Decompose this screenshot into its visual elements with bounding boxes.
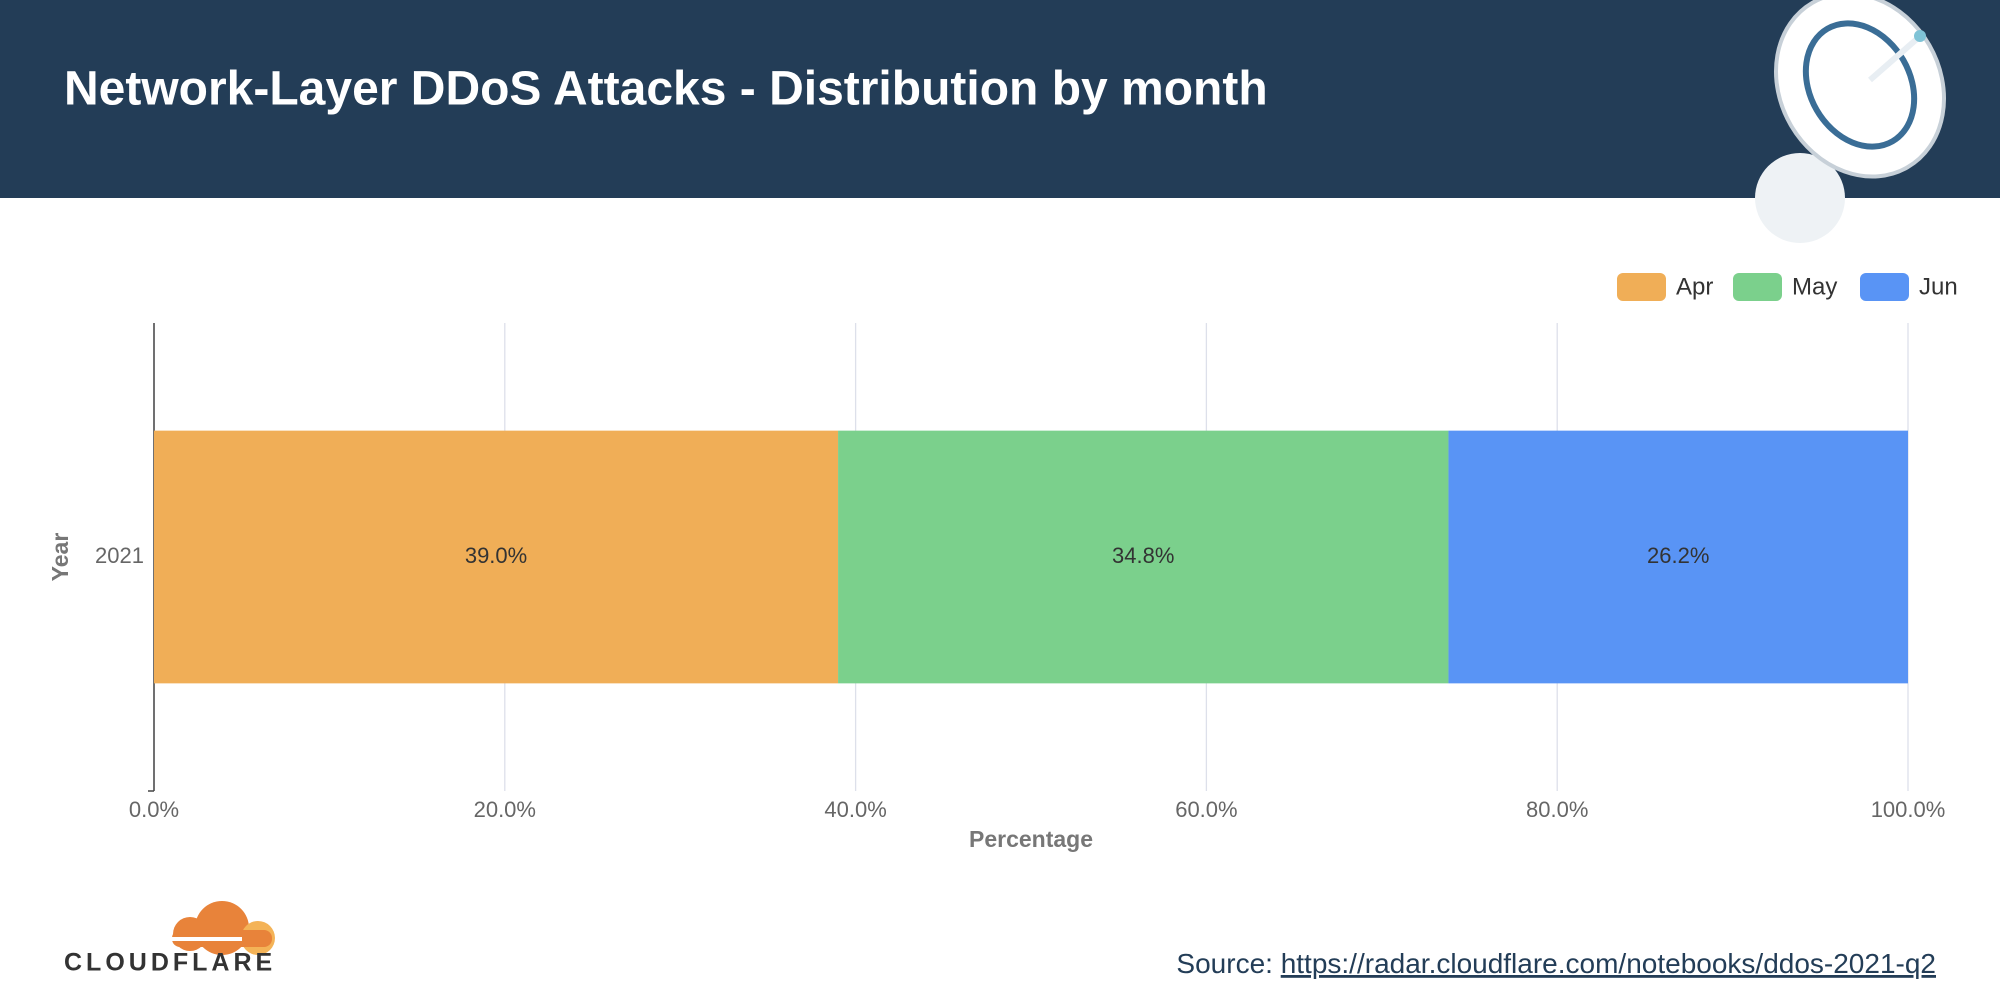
- x-tick-label: 60.0%: [1175, 797, 1237, 822]
- value-label: 26.2%: [1647, 543, 1709, 568]
- y-axis-label: Year: [47, 533, 73, 582]
- source-link[interactable]: https://radar.cloudflare.com/notebooks/d…: [1281, 948, 1936, 979]
- x-tick-label: 20.0%: [474, 797, 536, 822]
- value-label: 39.0%: [465, 543, 527, 568]
- legend-label: Jun: [1919, 273, 1958, 300]
- dish-icon: [1755, 0, 1947, 243]
- x-axis-label: Percentage: [969, 826, 1093, 852]
- legend-swatch: [1617, 273, 1666, 301]
- source-label: Source:: [1176, 948, 1273, 979]
- bar-segment: [1448, 430, 1908, 684]
- chart-title: Network-Layer DDoS Attacks - Distributio…: [64, 63, 1268, 116]
- legend-swatch: [1860, 273, 1909, 301]
- x-tick-label: 40.0%: [824, 797, 886, 822]
- header: [0, 0, 2000, 198]
- legend-label: May: [1792, 273, 1837, 300]
- value-label: 34.8%: [1112, 543, 1174, 568]
- x-tick-label: 0.0%: [129, 797, 179, 822]
- bar-segment: [154, 430, 839, 684]
- x-tick-label: 80.0%: [1526, 797, 1588, 822]
- legend-label: Apr: [1676, 273, 1713, 300]
- x-tick-label: 100.0%: [1871, 797, 1946, 822]
- cloudflare-logo: CLOUDFLARE: [64, 901, 276, 977]
- chart-layer: 0.0% 20.0% 40.0% 60.0% 80.0% 100.0% Percentage…: [47, 273, 1958, 852]
- bar-segment: [838, 430, 1449, 684]
- brand: CLOUDFLARE: [64, 949, 276, 977]
- legend-swatch: [1733, 273, 1782, 301]
- source: Source: https://radar.cloudflare.com/not…: [1176, 948, 1936, 979]
- y-tick-label: 2021: [95, 543, 144, 568]
